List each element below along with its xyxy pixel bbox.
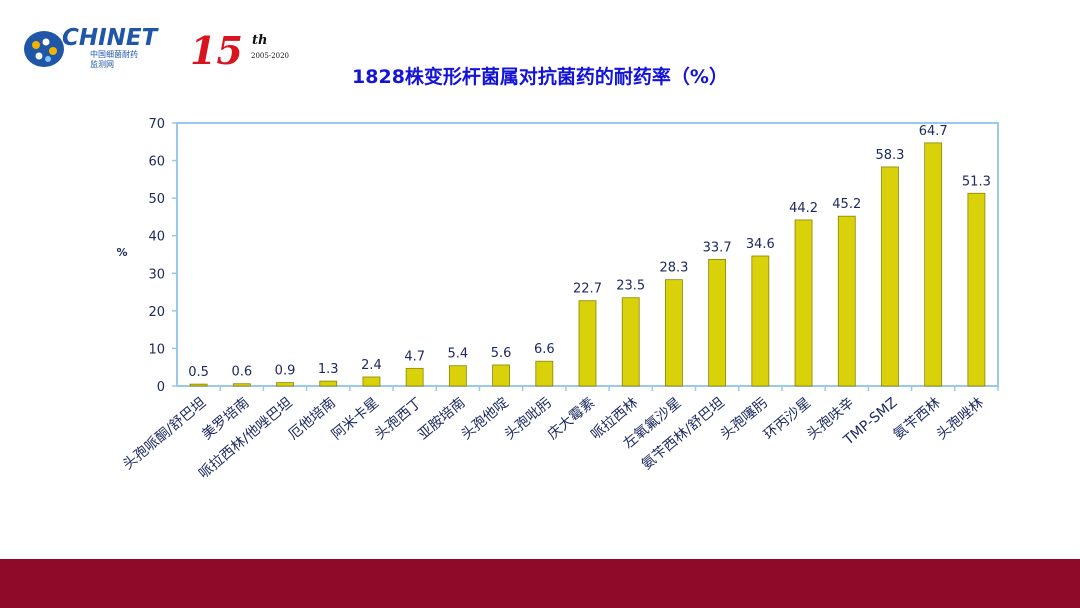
value-label: 58.3	[875, 148, 904, 163]
y-tick-label: 60	[148, 155, 165, 170]
bar	[708, 258, 727, 387]
x-tick-label: 头孢吡肟	[502, 395, 555, 443]
value-label: 1.3	[318, 362, 339, 377]
globe-icon	[24, 31, 64, 67]
x-tick-label: 头孢噻肟	[717, 394, 771, 443]
bar	[794, 219, 813, 387]
logo-brand: CHINET	[62, 25, 160, 51]
x-tick-label: 亚胺培南	[415, 395, 468, 443]
value-label: 64.7	[919, 124, 948, 139]
value-label: 0.6	[231, 365, 252, 380]
bar	[621, 297, 640, 387]
y-tick-label: 40	[148, 230, 165, 245]
anniversary-number: 15	[190, 28, 243, 73]
x-tick-label: 头孢他啶	[458, 395, 511, 443]
value-label: 44.2	[789, 201, 818, 216]
value-label: 23.5	[616, 279, 645, 294]
bar	[535, 360, 554, 387]
bar	[232, 383, 251, 387]
x-tick-label: 头孢唑林	[934, 395, 987, 443]
x-tick-label: 氨苄西林	[891, 395, 944, 443]
x-tick-label: 阿米卡星	[329, 395, 382, 443]
chart-title: 1828株变形杆菌属对抗菌药的耐药率（%）	[352, 66, 728, 88]
bar	[924, 142, 943, 387]
bar	[751, 255, 770, 387]
logo-subtitle: 中国细菌耐药	[90, 49, 138, 59]
x-tick-label: 庆大霉素	[545, 395, 598, 443]
bar	[492, 364, 510, 387]
value-label: 33.7	[703, 240, 732, 255]
bar	[276, 382, 294, 387]
y-tick-label: 50	[148, 192, 165, 207]
logo: CHINET 中国细菌耐药 监测网 15 th 2005-2020	[22, 18, 322, 78]
value-label: 0.5	[188, 365, 209, 380]
value-label: 4.7	[404, 349, 425, 364]
value-label: 28.3	[659, 261, 688, 276]
footer-bar	[0, 559, 1080, 608]
bar	[837, 215, 856, 387]
value-label: 51.3	[962, 174, 991, 189]
value-label: 6.6	[534, 342, 555, 357]
x-tick-label: 头孢西丁	[372, 395, 425, 443]
bar	[967, 192, 986, 387]
bar	[448, 365, 467, 387]
bar	[881, 166, 899, 387]
y-tick-label: 30	[148, 267, 165, 282]
bar	[319, 380, 338, 387]
value-label: 5.4	[448, 347, 469, 362]
value-label: 45.2	[832, 197, 861, 212]
y-tick-label: 70	[148, 117, 165, 132]
value-label: 0.9	[275, 364, 296, 379]
x-tick-label: 环丙沙星	[761, 395, 814, 443]
value-label: 2.4	[361, 358, 382, 373]
bar	[578, 300, 597, 387]
y-tick-label: 20	[148, 305, 165, 320]
anniversary-years: 2005-2020	[251, 52, 289, 60]
y-axis-label: %	[116, 246, 127, 259]
bar	[362, 376, 381, 387]
value-label: 22.7	[573, 282, 602, 297]
bar	[665, 279, 683, 387]
value-label: 34.6	[746, 237, 775, 252]
y-tick-label: 10	[148, 342, 165, 357]
bar-chart: 0 10 20 30 40 50 60 70 0.5 0.6 0.9 1.3 2.4 4.7 5.4 5.6…	[116, 117, 999, 482]
x-tick-label: 头孢哌酮/舒巴坦	[120, 394, 210, 473]
anniversary-suffix: th	[252, 33, 267, 48]
bar	[189, 383, 208, 387]
bar	[405, 367, 424, 387]
x-tick-label: 厄他培南	[286, 395, 339, 443]
y-tick-label: 0	[157, 380, 165, 395]
logo-subtitle-2: 监测网	[90, 59, 114, 69]
value-label: 5.6	[491, 346, 512, 361]
